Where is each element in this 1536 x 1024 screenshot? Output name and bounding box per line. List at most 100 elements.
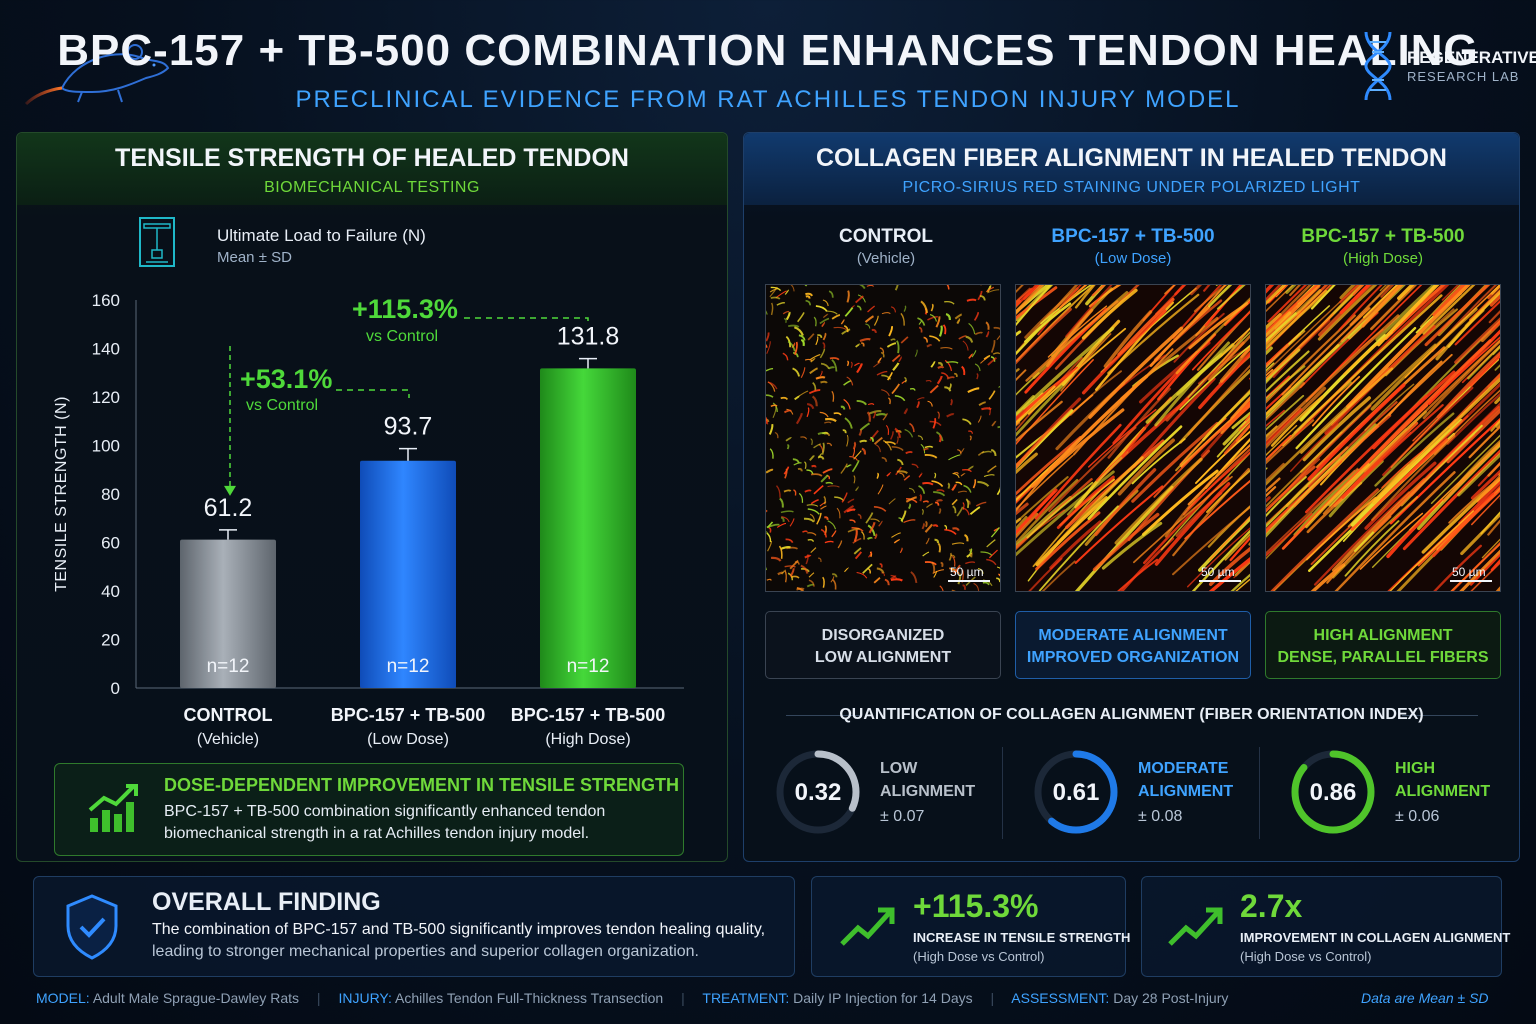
fiber	[1266, 289, 1322, 346]
fiber	[1206, 469, 1250, 514]
fiber	[1300, 367, 1394, 454]
fiber	[868, 551, 873, 558]
fiber	[1074, 285, 1096, 309]
fiber	[1065, 285, 1113, 338]
fiber	[1350, 339, 1492, 481]
fiber	[770, 296, 781, 300]
fiber	[939, 585, 944, 591]
fiber	[993, 326, 1000, 330]
fiber	[950, 398, 953, 406]
fiber	[903, 305, 907, 312]
fiber	[1460, 512, 1500, 556]
fiber	[1274, 285, 1322, 331]
fiber	[892, 362, 900, 371]
fiber	[922, 481, 934, 486]
fiber	[1364, 461, 1437, 530]
footer-value: Daily IP Injection for 14 Days	[793, 990, 973, 1006]
fiber	[917, 435, 924, 441]
fiber	[876, 472, 880, 479]
fiber	[936, 499, 943, 503]
fiber	[1016, 516, 1028, 532]
fiber	[1222, 415, 1250, 446]
fiber	[1432, 285, 1467, 317]
fiber	[1175, 388, 1250, 472]
fiber	[1362, 285, 1399, 319]
fiber	[931, 480, 944, 488]
fiber	[1266, 350, 1310, 393]
fiber	[1047, 305, 1108, 358]
fiber	[1048, 426, 1137, 513]
fiber	[1016, 488, 1058, 536]
micro-sub-low-dose: (Low Dose)	[1094, 250, 1172, 267]
ring-fill	[1034, 750, 1118, 834]
fiber	[975, 501, 987, 507]
fiber	[1334, 471, 1456, 591]
fiber	[969, 435, 972, 441]
fiber	[965, 561, 976, 565]
fiber	[985, 286, 995, 293]
fiber	[783, 489, 792, 493]
fiber	[986, 289, 1000, 294]
fiber	[818, 557, 822, 563]
fiber	[899, 472, 905, 478]
category-sub-label: (Vehicle)	[197, 731, 259, 748]
fiber	[924, 445, 934, 449]
fiber	[1364, 383, 1415, 431]
fiber	[1023, 302, 1072, 343]
fiber	[1433, 544, 1482, 591]
fiber	[871, 328, 877, 333]
fiber	[805, 299, 812, 306]
annotation-value: +53.1%	[240, 364, 332, 394]
fiber	[888, 498, 896, 505]
ring-label: ALIGNMENT	[1395, 783, 1491, 800]
scale-bar	[1199, 580, 1241, 582]
micrograph-control	[765, 284, 1001, 592]
fiber	[1467, 344, 1500, 380]
fiber	[798, 492, 804, 503]
fiber	[1016, 385, 1056, 426]
fiber	[856, 571, 868, 579]
fiber	[820, 380, 828, 384]
fiber	[874, 533, 878, 540]
fiber	[870, 518, 880, 523]
fiber	[855, 295, 864, 304]
fiber	[1311, 375, 1361, 427]
fiber	[974, 363, 981, 372]
fiber	[998, 573, 1000, 577]
fiber	[1180, 401, 1250, 468]
fiber	[891, 354, 901, 363]
fiber	[891, 383, 900, 395]
bar	[180, 539, 276, 688]
fiber	[776, 522, 787, 528]
fiber	[1266, 385, 1292, 411]
fiber	[893, 539, 901, 544]
fiber	[936, 375, 943, 385]
fiber	[964, 533, 969, 542]
fiber	[1224, 533, 1250, 561]
fiber	[1085, 285, 1107, 306]
fiber	[767, 381, 778, 390]
page-title: BPC-157 + TB-500 COMBINATION ENHANCES TE…	[57, 26, 1479, 75]
fiber	[857, 513, 862, 519]
fiber	[846, 434, 849, 447]
fiber	[909, 388, 916, 391]
fiber	[853, 475, 856, 484]
fiber	[1310, 285, 1336, 310]
fiber	[935, 316, 941, 328]
fiber	[1370, 285, 1418, 331]
fiber	[853, 529, 858, 542]
y-tick-label: 20	[101, 631, 120, 650]
fiber	[1069, 370, 1122, 416]
fiber	[859, 337, 871, 343]
fiber	[1055, 381, 1126, 451]
fiber	[1375, 285, 1437, 342]
fiber	[1016, 502, 1029, 516]
fiber	[1488, 310, 1500, 324]
fiber	[980, 357, 988, 364]
alignment-ring-control	[776, 750, 860, 834]
fiber	[822, 576, 825, 588]
fiber	[926, 503, 933, 508]
fiber	[1371, 434, 1456, 521]
fiber	[1186, 527, 1250, 588]
fiber	[1382, 386, 1474, 477]
